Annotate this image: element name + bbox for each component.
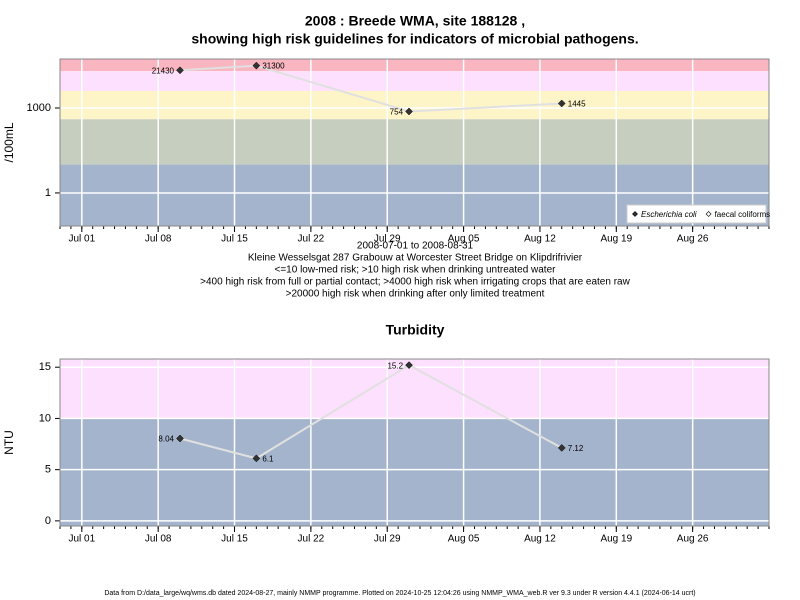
data-point — [252, 61, 261, 70]
x-tick-label: Aug 26 — [677, 534, 709, 545]
data-point — [405, 361, 413, 370]
x-tick-label: Jul 15 — [221, 234, 248, 245]
x-tick-label: Jul 01 — [68, 234, 95, 245]
data-point — [252, 454, 261, 463]
risk-band — [60, 71, 769, 91]
risk-band — [60, 59, 769, 72]
y-tick-label: 15 — [39, 361, 51, 373]
chart-title: 2008 : Breede WMA, site 188128 , — [305, 13, 525, 29]
y-axis-label: NTU — [2, 430, 16, 455]
data-label: 8.04 — [158, 435, 174, 444]
y-tick-label: 1 — [45, 187, 51, 199]
y-tick-label: 1000 — [27, 102, 51, 114]
data-label: 754 — [390, 108, 404, 117]
data-label: 21430 — [152, 66, 175, 75]
data-point — [405, 107, 413, 116]
plot-frame — [59, 358, 770, 527]
subtitle-note: >400 high risk from full or partial cont… — [200, 277, 630, 288]
x-tick-label: Jul 15 — [221, 534, 248, 545]
footer: Data from D:/data_large/wq/wms.db dated … — [104, 590, 695, 597]
data-point — [557, 99, 566, 108]
risk-band — [60, 90, 769, 120]
x-tick-label: Jul 29 — [374, 234, 401, 245]
legend-label: faecal coliforms — [715, 210, 771, 219]
y-tick-label: 10 — [39, 412, 51, 424]
risk-band — [60, 119, 769, 165]
x-tick-label: Aug 19 — [600, 234, 632, 245]
x-tick-label: Aug 05 — [448, 234, 480, 245]
x-tick-label: Jul 29 — [374, 534, 401, 545]
x-tick-label: Aug 26 — [677, 234, 709, 245]
chart-title: Turbidity — [386, 322, 445, 338]
data-point — [176, 434, 184, 443]
chart-title: showing high risk guidelines for indicat… — [191, 31, 638, 47]
series-line — [179, 64, 562, 113]
plot-frame — [59, 58, 770, 227]
data-label: 31300 — [262, 62, 285, 71]
risk-band — [60, 418, 769, 526]
y-axis-label: /100mL — [2, 122, 16, 162]
x-tick-label: Aug 12 — [524, 534, 556, 545]
x-tick-label: Jul 01 — [68, 534, 95, 545]
subtitle-note: <=10 low-med risk; >10 high risk when dr… — [275, 265, 557, 276]
data-label: 15.2 — [387, 361, 403, 370]
x-tick-label: Aug 12 — [524, 234, 556, 245]
legend-box — [626, 204, 767, 224]
subtitle-note: Kleine Wesselsgat 287 Grabouw at Worcest… — [248, 253, 583, 264]
data-point — [557, 444, 566, 452]
legend-marker — [705, 211, 712, 217]
x-tick-label: Aug 19 — [600, 534, 632, 545]
data-label: 7.12 — [568, 444, 584, 453]
legend-marker — [632, 211, 638, 217]
data-label: 1445 — [568, 100, 586, 109]
x-tick-label: Jul 22 — [298, 534, 325, 545]
x-tick-label: Aug 05 — [448, 534, 480, 545]
data-label: 6.1 — [262, 454, 274, 463]
x-tick-label: Jul 22 — [298, 234, 325, 245]
y-tick-label: 5 — [45, 464, 51, 476]
legend: Escherichia coli faecal coliforms — [626, 204, 771, 224]
x-tick-label: Jul 08 — [145, 234, 172, 245]
x-tick-label: Jul 08 — [145, 534, 172, 545]
subtitle-note: 2008-07-01 to 2008-08-31 — [357, 241, 474, 252]
data-point — [176, 66, 184, 75]
y-tick-label: 0 — [45, 515, 51, 527]
series-line — [179, 363, 563, 460]
legend-label: Escherichia coli — [641, 210, 697, 219]
subtitle-note: >20000 high risk when drinking after onl… — [286, 289, 545, 300]
